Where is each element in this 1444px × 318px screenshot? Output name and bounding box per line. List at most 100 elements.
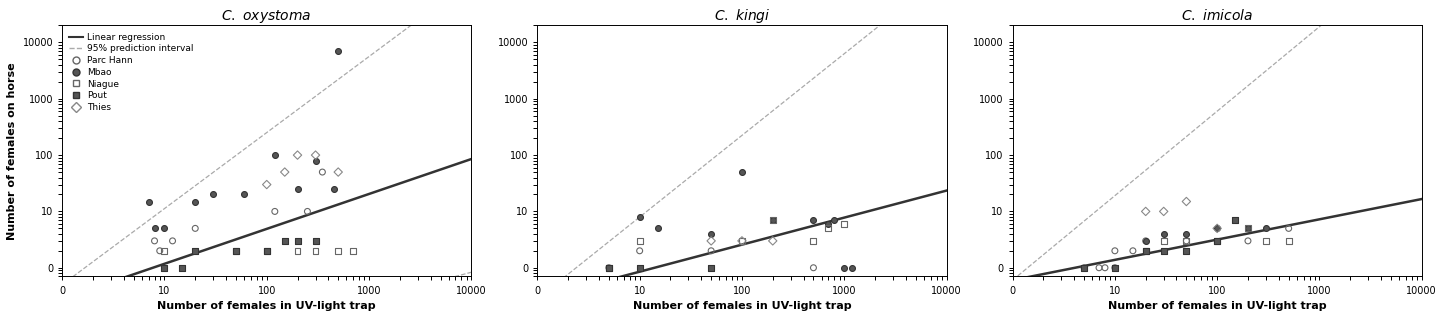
Point	[183, 199, 206, 204]
Point	[1276, 226, 1300, 231]
Point	[256, 182, 279, 187]
Point	[840, 265, 864, 270]
Title: $\it{C.\ oxystoma}$: $\it{C.\ oxystoma}$	[221, 8, 312, 25]
Point	[1236, 238, 1259, 243]
Point	[699, 265, 722, 270]
Point	[1223, 218, 1246, 223]
Point	[823, 218, 846, 223]
Y-axis label: Number of females on horse: Number of females on horse	[7, 62, 17, 240]
Point	[170, 265, 193, 270]
Point	[256, 248, 279, 253]
Point	[1093, 265, 1116, 270]
Point	[183, 248, 206, 253]
Point	[628, 238, 651, 243]
Point	[1122, 248, 1145, 253]
Point	[628, 248, 651, 253]
Point	[1134, 238, 1157, 243]
Point	[286, 238, 309, 243]
Point	[699, 248, 722, 253]
Point	[833, 265, 856, 270]
Point	[232, 192, 256, 197]
Point	[286, 186, 309, 191]
Point	[224, 248, 247, 253]
Point	[1255, 238, 1278, 243]
Point	[1073, 265, 1096, 270]
Point	[1236, 226, 1259, 231]
Point	[305, 248, 328, 253]
Point	[761, 218, 784, 223]
Point	[342, 248, 365, 253]
Point	[322, 186, 345, 191]
Point	[256, 248, 279, 253]
Point	[761, 238, 784, 243]
Point	[817, 221, 840, 226]
Title: $\it{C.\ kingi}$: $\it{C.\ kingi}$	[713, 7, 770, 25]
Point	[1206, 226, 1229, 231]
Point	[1175, 238, 1199, 243]
Point	[628, 265, 651, 270]
Point	[305, 238, 328, 243]
Point	[1152, 238, 1175, 243]
Point	[286, 153, 309, 158]
Point	[1206, 226, 1229, 231]
X-axis label: Number of females in UV-light trap: Number of females in UV-light trap	[1108, 301, 1327, 311]
Point	[1236, 226, 1259, 231]
Point	[326, 49, 349, 54]
Point	[296, 209, 319, 214]
Point	[1175, 238, 1199, 243]
Point	[801, 238, 825, 243]
Point	[1134, 209, 1157, 214]
Point	[153, 265, 176, 270]
Point	[273, 169, 296, 175]
Point	[598, 265, 621, 270]
X-axis label: Number of females in UV-light trap: Number of females in UV-light trap	[632, 301, 852, 311]
Point	[1103, 265, 1126, 270]
Point	[149, 248, 172, 253]
Point	[1134, 248, 1157, 253]
Point	[310, 169, 334, 175]
Point	[305, 153, 328, 158]
Point	[1206, 238, 1229, 243]
Point	[305, 158, 328, 163]
Point	[143, 238, 166, 243]
Point	[1255, 226, 1278, 231]
Point	[153, 226, 176, 231]
Point	[1134, 238, 1157, 243]
Point	[326, 169, 349, 175]
Point	[1152, 248, 1175, 253]
Point	[628, 214, 651, 219]
Point	[263, 209, 286, 214]
Point	[801, 265, 825, 270]
Point	[326, 248, 349, 253]
Point	[731, 238, 754, 243]
Point	[143, 226, 166, 231]
Point	[153, 248, 176, 253]
X-axis label: Number of females in UV-light trap: Number of females in UV-light trap	[157, 301, 375, 311]
Point	[1152, 209, 1175, 214]
Point	[1103, 265, 1126, 270]
Point	[1276, 238, 1300, 243]
Point	[699, 231, 722, 236]
Point	[1103, 248, 1126, 253]
Point	[273, 238, 296, 243]
Point	[731, 238, 754, 243]
Point	[801, 218, 825, 223]
Point	[817, 226, 840, 231]
Point	[1206, 238, 1229, 243]
Point	[160, 238, 183, 243]
Point	[1175, 231, 1199, 236]
Point	[263, 153, 286, 158]
Title: $\it{C.\ imicola}$: $\it{C.\ imicola}$	[1181, 8, 1253, 23]
Point	[1175, 199, 1199, 204]
Point	[598, 265, 621, 270]
Point	[645, 226, 669, 231]
Point	[202, 192, 225, 197]
Point	[137, 199, 160, 204]
Point	[699, 238, 722, 243]
Point	[731, 169, 754, 175]
Point	[286, 248, 309, 253]
Point	[1152, 231, 1175, 236]
Legend: Linear regression, 95% prediction interval, Parc Hann, Mbao, Niague, Pout, Thies: Linear regression, 95% prediction interv…	[66, 30, 196, 115]
Point	[1134, 248, 1157, 253]
Point	[224, 248, 247, 253]
